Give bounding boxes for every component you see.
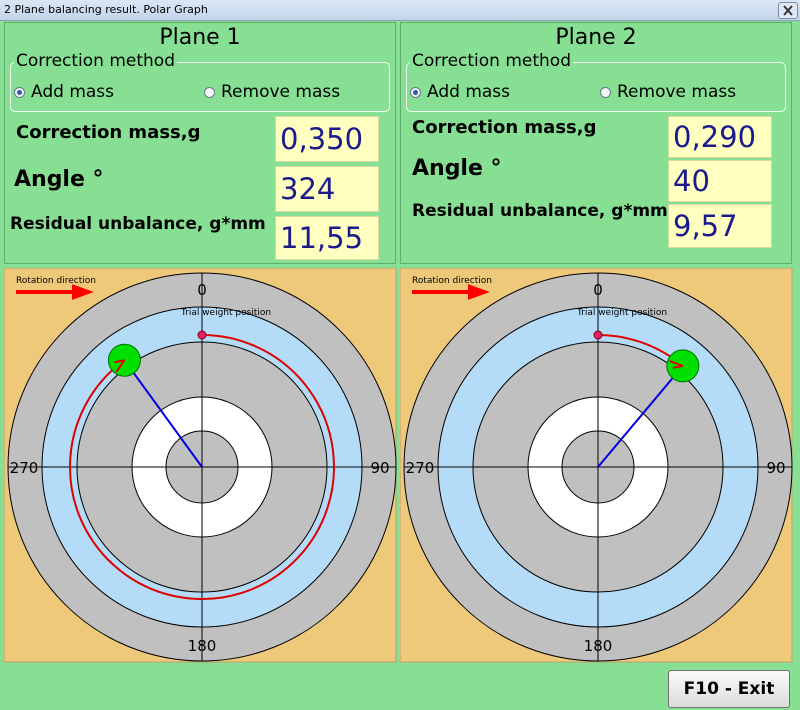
field-label: Correction mass,g: [412, 116, 597, 138]
correction-vector: [123, 359, 203, 468]
close-icon: [783, 5, 793, 16]
field-value: 40: [668, 160, 772, 202]
plane-title: Plane 2: [555, 25, 637, 50]
angle-label: 0: [197, 281, 207, 299]
correction-vector: [597, 365, 684, 468]
trial-label: Trial weight position: [180, 308, 271, 318]
correction-group: [10, 62, 390, 112]
window-title: 2 Plane balancing result. Polar Graph: [4, 3, 208, 16]
radio-dot: [17, 90, 22, 95]
field-label: Residual unbalance, g*mm: [10, 214, 266, 235]
radio[interactable]: [204, 87, 215, 98]
field-value: 0,350: [275, 116, 379, 162]
group-label: Correction method: [14, 51, 178, 71]
angle-label: 180: [188, 637, 217, 655]
plane-panel: [4, 22, 396, 264]
field-label: Angle °: [412, 156, 502, 182]
radio-label[interactable]: Remove mass: [617, 82, 737, 102]
radio-label[interactable]: Add mass: [31, 82, 115, 102]
radio[interactable]: [410, 87, 421, 98]
polar-graph: 0 90 180 270 Rotation direction Trial weight …: [4, 268, 397, 663]
radio-label[interactable]: Add mass: [427, 82, 511, 102]
radio-dot: [413, 90, 418, 95]
field-value: 11,55: [275, 216, 379, 260]
correction-mass: [107, 343, 141, 377]
trial-point: [197, 330, 207, 340]
rotation-arrow: [412, 284, 490, 300]
arc-arrowhead: [114, 359, 126, 373]
polar-graph: 0 90 180 270 Rotation direction Trial weight …: [400, 268, 793, 663]
correction-group: [406, 62, 786, 112]
radio[interactable]: [600, 87, 611, 98]
radio[interactable]: [14, 87, 25, 98]
angle-label: 90: [370, 459, 389, 477]
trial-label: Trial weight position: [576, 308, 667, 318]
plane-panel: [400, 22, 792, 264]
rotation-label: Rotation direction: [412, 276, 492, 286]
exit-button[interactable]: F10 - Exit: [668, 670, 790, 708]
angle-label: 270: [406, 459, 435, 477]
trial-point: [593, 330, 603, 340]
field-value: 324: [275, 166, 379, 212]
field-value: 0,290: [668, 116, 772, 158]
field-value: 9,57: [668, 204, 772, 248]
group-label: Correction method: [410, 51, 574, 71]
close-button[interactable]: [778, 2, 798, 19]
angle-label: 270: [10, 459, 39, 477]
plane-title: Plane 1: [159, 25, 241, 50]
rotation-arc: [69, 334, 335, 600]
radio-label[interactable]: Remove mass: [221, 82, 341, 102]
field-label: Residual unbalance, g*mm: [412, 201, 668, 222]
arc-arrowhead: [669, 359, 684, 369]
angle-label: 90: [766, 459, 785, 477]
rotation-label: Rotation direction: [16, 276, 96, 286]
title-bar: 2 Plane balancing result. Polar Graph: [0, 0, 800, 21]
field-label: Angle °: [14, 167, 104, 193]
field-label: Correction mass,g: [16, 121, 201, 143]
angle-label: 180: [584, 637, 613, 655]
angle-label: 0: [593, 281, 603, 299]
rotation-arrow: [16, 284, 94, 300]
